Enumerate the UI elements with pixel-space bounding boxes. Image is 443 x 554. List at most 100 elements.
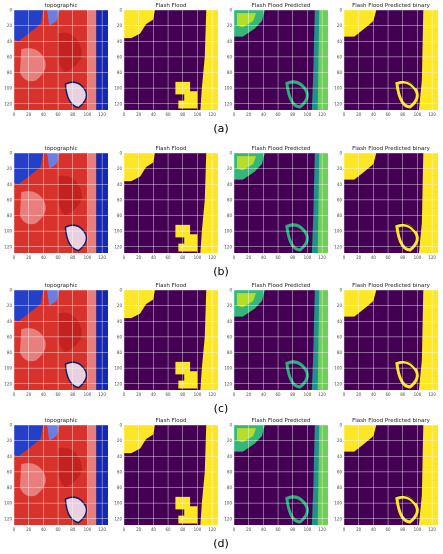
y-tick-label: 80	[337, 350, 343, 355]
y-tick-label: 100	[114, 86, 122, 91]
x-tick-label: 100	[414, 392, 422, 397]
panel-title: Flash Flood Predicted	[252, 3, 311, 9]
y-tick-label: 120	[4, 101, 12, 106]
x-tick-label: 100	[414, 255, 422, 260]
y-tick-label: 40	[7, 39, 13, 44]
y-tick-label: 40	[227, 319, 233, 324]
y-tick-label: 100	[224, 86, 232, 91]
y-tick-label: 120	[114, 516, 122, 521]
y-tick-label: 0	[339, 423, 342, 428]
y-tick-label: 120	[114, 101, 122, 106]
x-tick-label: 80	[400, 255, 406, 260]
x-tick-label: 40	[151, 527, 157, 532]
y-tick-label: 40	[117, 454, 123, 459]
x-tick-label: 60	[276, 255, 282, 260]
y-tick-label: 0	[119, 423, 122, 428]
y-tick-label: 0	[339, 288, 342, 293]
panel-title: Flash Flood	[155, 3, 186, 9]
x-tick-label: 120	[98, 112, 106, 117]
x-tick-label: 60	[166, 527, 172, 532]
panel-title: Flash Flood	[155, 418, 186, 424]
x-tick-label: 60	[276, 527, 282, 532]
x-tick-label: 20	[246, 392, 252, 397]
x-tick-label: 20	[246, 112, 252, 117]
y-tick-label: 80	[227, 350, 233, 355]
panel-title: Flash Flood Predicted binary	[352, 3, 431, 9]
y-tick-label: 60	[7, 54, 13, 59]
x-tick-label: 20	[136, 112, 142, 117]
x-tick-label: 120	[318, 112, 326, 117]
y-tick-label: 60	[227, 334, 233, 339]
x-tick-label: 20	[26, 112, 32, 117]
x-tick-label: 120	[428, 392, 436, 397]
x-tick-label: 0	[343, 527, 346, 532]
y-tick-label: 0	[339, 151, 342, 156]
y-tick-label: 120	[4, 516, 12, 521]
panel-title: Flash Flood	[155, 283, 186, 289]
panel-title: topographic	[44, 418, 77, 424]
y-tick-label: 20	[7, 23, 13, 28]
y-tick-label: 100	[4, 501, 12, 506]
y-tick-label: 0	[229, 423, 232, 428]
x-tick-label: 20	[26, 527, 32, 532]
x-tick-label: 0	[123, 392, 126, 397]
x-tick-label: 20	[26, 392, 32, 397]
x-tick-label: 80	[180, 527, 186, 532]
x-tick-label: 40	[151, 255, 157, 260]
y-tick-label: 40	[117, 39, 123, 44]
x-tick-label: 120	[428, 255, 436, 260]
y-tick-label: 80	[7, 485, 13, 490]
x-tick-label: 120	[98, 255, 106, 260]
y-tick-label: 60	[337, 469, 343, 474]
y-tick-label: 120	[224, 516, 232, 521]
y-tick-label: 80	[117, 213, 123, 218]
y-tick-label: 120	[114, 381, 122, 386]
panel-image	[124, 290, 218, 390]
x-tick-label: 0	[233, 392, 236, 397]
y-tick-label: 0	[119, 151, 122, 156]
panel-title: Flash Flood Predicted	[252, 283, 311, 289]
y-tick-label: 100	[334, 501, 342, 506]
x-tick-label: 0	[13, 527, 16, 532]
x-tick-label: 80	[290, 112, 296, 117]
y-tick-label: 20	[7, 303, 13, 308]
x-tick-label: 120	[208, 255, 216, 260]
x-tick-label: 0	[233, 112, 236, 117]
x-tick-label: 60	[166, 255, 172, 260]
x-tick-label: 80	[400, 112, 406, 117]
y-tick-label: 80	[227, 70, 233, 75]
x-tick-label: 40	[41, 112, 47, 117]
y-tick-label: 120	[334, 381, 342, 386]
x-tick-label: 40	[41, 527, 47, 532]
x-tick-label: 80	[70, 255, 76, 260]
y-tick-label: 120	[334, 244, 342, 249]
x-tick-label: 100	[194, 527, 202, 532]
x-tick-label: 80	[180, 255, 186, 260]
y-tick-label: 120	[4, 381, 12, 386]
y-tick-label: 20	[227, 303, 233, 308]
y-tick-label: 60	[337, 334, 343, 339]
panel-title: Flash Flood	[155, 146, 186, 152]
panel-title: Flash Flood Predicted	[252, 418, 311, 424]
y-tick-label: 40	[337, 319, 343, 324]
y-tick-label: 40	[7, 319, 13, 324]
row-label: (d)	[213, 537, 229, 550]
y-tick-label: 40	[337, 182, 343, 187]
panel-title: Flash Flood Predicted binary	[352, 418, 431, 424]
x-tick-label: 40	[261, 112, 267, 117]
y-tick-label: 120	[114, 244, 122, 249]
x-tick-label: 20	[136, 527, 142, 532]
x-tick-label: 120	[208, 112, 216, 117]
y-tick-label: 100	[224, 501, 232, 506]
y-tick-label: 100	[4, 366, 12, 371]
x-tick-label: 40	[151, 112, 157, 117]
panel-title: Flash Flood Predicted binary	[352, 283, 431, 289]
x-tick-label: 80	[70, 112, 76, 117]
x-tick-label: 0	[13, 112, 16, 117]
y-tick-label: 60	[337, 54, 343, 59]
y-tick-label: 40	[7, 182, 13, 187]
y-tick-label: 0	[9, 8, 12, 13]
x-tick-label: 80	[400, 527, 406, 532]
row-label: (b)	[213, 265, 229, 278]
x-tick-label: 80	[290, 255, 296, 260]
